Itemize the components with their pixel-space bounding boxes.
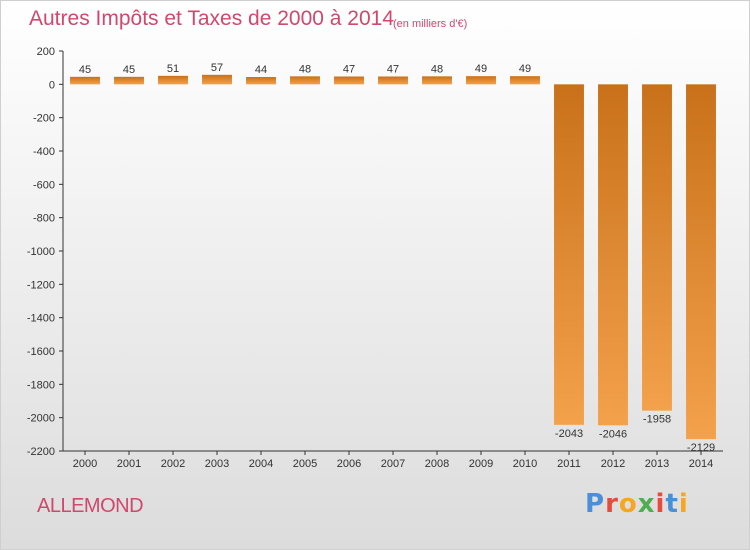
bar-2008 — [422, 76, 452, 85]
x-tick-label: 2008 — [425, 458, 449, 470]
bar-2004 — [246, 77, 276, 85]
data-label: -1958 — [643, 414, 671, 426]
logo-letter: o — [618, 489, 638, 519]
bar-2009 — [466, 76, 496, 85]
y-tick-label: 0 — [49, 79, 55, 91]
logo-letter: r — [605, 489, 619, 519]
data-label: 48 — [431, 63, 443, 75]
data-label: 47 — [387, 64, 399, 76]
unit-label: (en milliers d'€) — [393, 18, 468, 30]
logo-letter: i — [678, 489, 689, 519]
x-tick-label: 2013 — [645, 458, 669, 470]
data-label: 57 — [211, 62, 223, 74]
data-label: -2129 — [687, 442, 715, 454]
data-label: 44 — [255, 64, 267, 76]
bar-2013 — [642, 84, 672, 411]
bar-2011 — [554, 84, 584, 425]
data-label: 49 — [475, 63, 487, 75]
bar-2006 — [334, 76, 364, 85]
x-tick-label: 2001 — [117, 458, 141, 470]
data-label: 45 — [123, 64, 135, 76]
bar-2003 — [202, 74, 232, 85]
x-tick-label: 2009 — [469, 458, 493, 470]
y-tick-label: -800 — [33, 213, 55, 225]
logo-letter: x — [637, 489, 656, 519]
chart-title: Autres Impôts et Taxes de 2000 à 2014 — [29, 7, 395, 30]
data-label: 51 — [167, 63, 179, 75]
logo-letter: t — [665, 489, 679, 519]
x-tick-label: 2005 — [293, 458, 317, 470]
bar-2012 — [598, 84, 628, 426]
bar-2005 — [290, 76, 320, 85]
bar-2000 — [70, 76, 100, 85]
x-tick-label: 2002 — [161, 458, 185, 470]
proxiti-logo: Proxiti — [585, 489, 689, 519]
y-tick-label: -1400 — [27, 313, 55, 325]
x-tick-label: 2014 — [689, 458, 713, 470]
y-tick-label: -400 — [33, 146, 55, 158]
y-tick-label: -2200 — [27, 446, 55, 458]
y-tick-label: -600 — [33, 179, 55, 191]
data-label: 47 — [343, 64, 355, 76]
x-tick-label: 2012 — [601, 458, 625, 470]
bar-2014 — [686, 84, 716, 440]
x-tick-label: 2003 — [205, 458, 229, 470]
y-tick-label: -200 — [33, 113, 55, 125]
x-tick-label: 2006 — [337, 458, 361, 470]
y-tick-label: -1200 — [27, 279, 55, 291]
data-label: -2043 — [555, 428, 583, 440]
x-tick-label: 2011 — [557, 458, 581, 470]
data-label: -2046 — [599, 428, 627, 440]
bar-2002 — [158, 75, 188, 85]
data-label: 45 — [79, 64, 91, 76]
logo-letter: P — [585, 489, 606, 519]
y-tick-label: 200 — [37, 46, 55, 58]
y-tick-label: -1000 — [27, 246, 55, 258]
data-label: 49 — [519, 63, 531, 75]
bar-2010 — [510, 76, 540, 85]
x-tick-label: 2004 — [249, 458, 273, 470]
bar-2007 — [378, 76, 408, 85]
x-tick-label: 2007 — [381, 458, 405, 470]
x-tick-label: 2000 — [73, 458, 97, 470]
logo-letter: i — [655, 489, 666, 519]
y-tick-label: -2000 — [27, 413, 55, 425]
x-tick-label: 2010 — [513, 458, 537, 470]
data-label: 48 — [299, 63, 311, 75]
commune-name: ALLEMOND — [37, 495, 144, 517]
y-tick-label: -1800 — [27, 379, 55, 391]
y-tick-label: -1600 — [27, 346, 55, 358]
bar-2001 — [114, 76, 144, 85]
